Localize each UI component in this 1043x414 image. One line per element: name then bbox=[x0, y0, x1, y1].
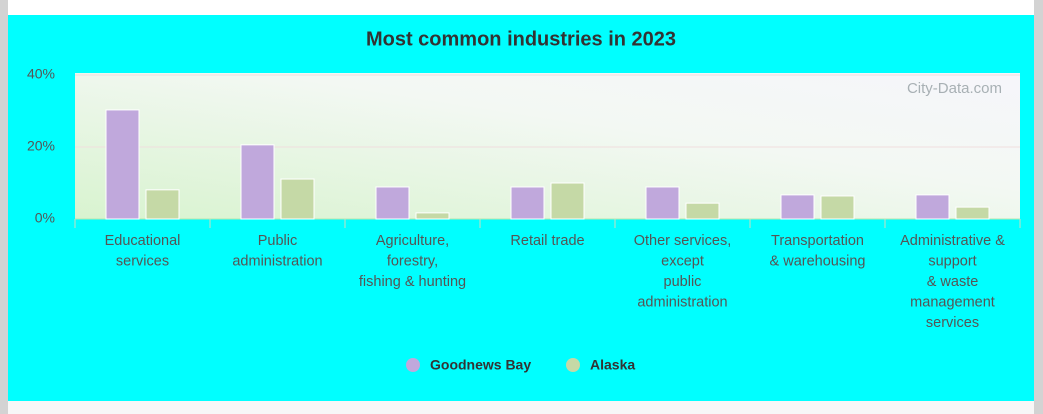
x-tick-label: forestry, bbox=[387, 253, 438, 269]
x-tick-label: Transportation bbox=[771, 233, 864, 249]
bar bbox=[145, 189, 180, 220]
x-tick-label: except bbox=[661, 253, 704, 269]
bar bbox=[550, 182, 585, 220]
bar bbox=[645, 186, 680, 220]
legend-label: Goodnews Bay bbox=[430, 357, 531, 373]
chart-title: Most common industries in 2023 bbox=[366, 28, 676, 50]
x-tick-label: & waste bbox=[927, 274, 979, 290]
bar bbox=[280, 178, 315, 220]
x-tick-label: Public bbox=[258, 233, 298, 249]
legend-swatch bbox=[566, 358, 580, 372]
x-tick-label: services bbox=[926, 315, 979, 331]
plot-area bbox=[75, 73, 1020, 219]
x-tick-label: & warehousing bbox=[770, 253, 866, 269]
y-tick-label: 20% bbox=[27, 138, 55, 154]
x-tick-label: administration bbox=[637, 294, 727, 310]
x-tick-label: fishing & hunting bbox=[359, 274, 466, 290]
x-tick-label: Retail trade bbox=[510, 233, 584, 249]
bar bbox=[780, 194, 815, 220]
x-tick-label: management bbox=[910, 294, 995, 310]
x-tick-label: Agriculture, bbox=[376, 233, 449, 249]
bar bbox=[820, 195, 855, 220]
x-tick-label: Other services, bbox=[634, 233, 732, 249]
x-tick-label: administration bbox=[232, 253, 322, 269]
bottom-strip bbox=[8, 401, 1034, 414]
bar bbox=[915, 194, 950, 220]
x-tick-label: services bbox=[116, 253, 169, 269]
watermark: City-Data.com bbox=[907, 80, 1002, 97]
y-tick-label: 0% bbox=[35, 210, 55, 226]
x-tick-label: Administrative & bbox=[900, 233, 1005, 249]
bar bbox=[375, 186, 410, 220]
top-strip bbox=[8, 0, 1034, 15]
x-tick-label: public bbox=[664, 274, 702, 290]
bar bbox=[955, 206, 990, 220]
legend-swatch bbox=[406, 358, 420, 372]
bar bbox=[510, 186, 545, 220]
bar bbox=[240, 144, 275, 220]
legend-label: Alaska bbox=[590, 357, 635, 373]
bar bbox=[685, 202, 720, 220]
bar bbox=[105, 109, 140, 220]
bar bbox=[415, 212, 450, 220]
x-tick-label: Educational bbox=[105, 233, 181, 249]
y-tick-label: 40% bbox=[27, 66, 55, 82]
x-tick-label: support bbox=[928, 253, 976, 269]
